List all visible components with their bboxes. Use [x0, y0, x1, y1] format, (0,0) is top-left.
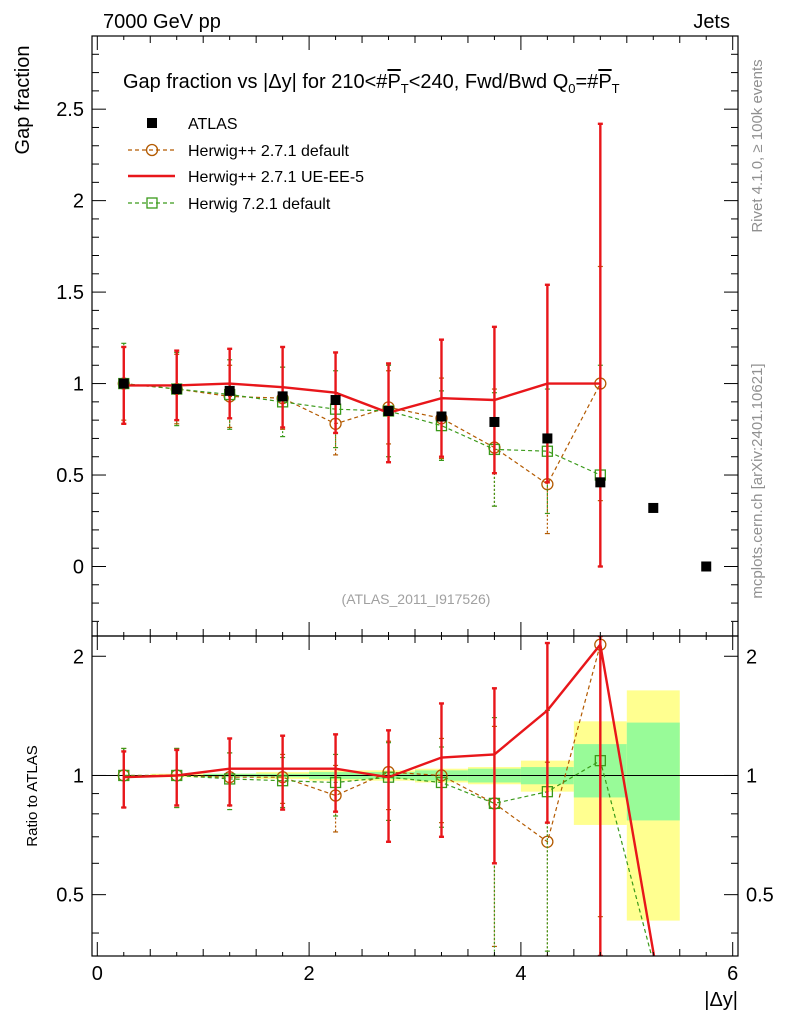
- main-atlas-point: [595, 477, 606, 488]
- main-panel: 0 0.5 1 1.5 2 2.5 Gap fraction Gap fraction v…: [12, 35, 739, 637]
- main-atlas-point: [542, 433, 553, 444]
- x-axis-label: |Δy|: [704, 989, 738, 1011]
- main-atlas-point: [330, 395, 341, 406]
- ratio-herwig-7-2-1-default-line: [123, 759, 653, 956]
- title-prefix: Gap fraction vs |Δy| for 210<#: [123, 71, 388, 93]
- title-pt2-subscript: T: [612, 81, 620, 96]
- title-middle: <240, Fwd/Bwd Q: [409, 71, 569, 93]
- process-label: Jets: [693, 11, 730, 33]
- main-atlas-point: [648, 502, 659, 513]
- ratio-ytick-label-right: 2: [746, 646, 757, 668]
- main-atlas-point: [436, 411, 447, 422]
- main-atlas-point: [277, 391, 288, 402]
- mcplots-source-label: mcplots.cern.ch [arXiv:2401.10621]: [749, 363, 766, 598]
- main-ytick-label: 0: [73, 556, 84, 578]
- title-pt-overline: P: [387, 71, 400, 93]
- x-tick-label: 0: [92, 963, 103, 985]
- chart-title: Gap fraction vs |Δy| for 210<#PT<240, Fw…: [123, 71, 620, 96]
- rivet-version-label: Rivet 4.1.0, ≥ 100k events: [749, 59, 766, 232]
- legend-label-atlas: ATLAS: [188, 116, 238, 133]
- main-ytick-label: 0.5: [56, 465, 84, 487]
- title-q0-subscript: 0: [568, 81, 575, 96]
- main-atlas-point: [224, 385, 235, 396]
- energy-label: 7000 GeV pp: [103, 11, 221, 33]
- main-atlas-point: [489, 416, 500, 427]
- main-atlas-point: [118, 378, 129, 389]
- main-y-axis-label: Gap fraction: [12, 46, 34, 155]
- title-pt-subscript: T: [401, 81, 409, 96]
- ratio-series-group: [117, 636, 656, 956]
- ratio-y-axis-label: Ratio to ATLAS: [24, 745, 41, 846]
- analysis-watermark: (ATLAS_2011_I917526): [342, 591, 491, 607]
- title-equals: =#: [576, 71, 600, 93]
- ratio-panel: 0.5 0.5 1 1 2 2 Ratio to ATLAS: [24, 635, 774, 957]
- main-atlas-point: [383, 406, 394, 416]
- legend-marker-herwigpp-default: [145, 143, 159, 157]
- ratio-herwig-2-7-1-default-line: [123, 644, 601, 843]
- ratio-ytick-label-left: 0.5: [56, 885, 84, 907]
- legend-label-herwigpp-default: Herwig++ 2.7.1 default: [188, 143, 350, 160]
- x-tick-label: 4: [515, 963, 526, 985]
- ratio-herwig-2-7-1-default-point: [541, 835, 554, 848]
- x-tick-label: 2: [304, 963, 315, 985]
- x-tick-label: 6: [727, 963, 738, 985]
- title-pt2-overline: P: [598, 71, 611, 93]
- main-herwig-2-7-1-ue-ee-5-line: [123, 382, 601, 415]
- main-herwig-2-7-1-default-line: [123, 383, 601, 486]
- main-atlas-point: [171, 384, 182, 395]
- main-atlas-point: [701, 561, 712, 572]
- ratio-ytick-label-right: 0.5: [746, 885, 774, 907]
- legend-label-herwigpp-ueee5: Herwig++ 2.7.1 UE-EE-5: [188, 169, 364, 186]
- main-ytick-label: 1.5: [56, 282, 84, 304]
- main-ytick-label: 1: [73, 374, 84, 396]
- main-ytick-label: 2.5: [56, 99, 84, 121]
- main-ytick-label: 2: [73, 191, 84, 213]
- legend-label-herwig7-default: Herwig 7.2.1 default: [188, 196, 331, 213]
- legend-marker-atlas: [147, 118, 157, 128]
- legend-marker-herwig7-default: [146, 197, 158, 209]
- ratio-band-stat-uncertainty: [626, 722, 680, 821]
- main-herwig-7-2-1-default-line: [123, 383, 601, 476]
- ratio-plot-frame: [91, 635, 739, 957]
- legend: ATLAS Herwig++ 2.7.1 default Herwig++ 2.…: [128, 116, 364, 213]
- ratio-ytick-label-left: 1: [73, 765, 84, 787]
- ratio-ytick-label-right: 1: [746, 765, 757, 787]
- ratio-ytick-label-left: 2: [73, 646, 84, 668]
